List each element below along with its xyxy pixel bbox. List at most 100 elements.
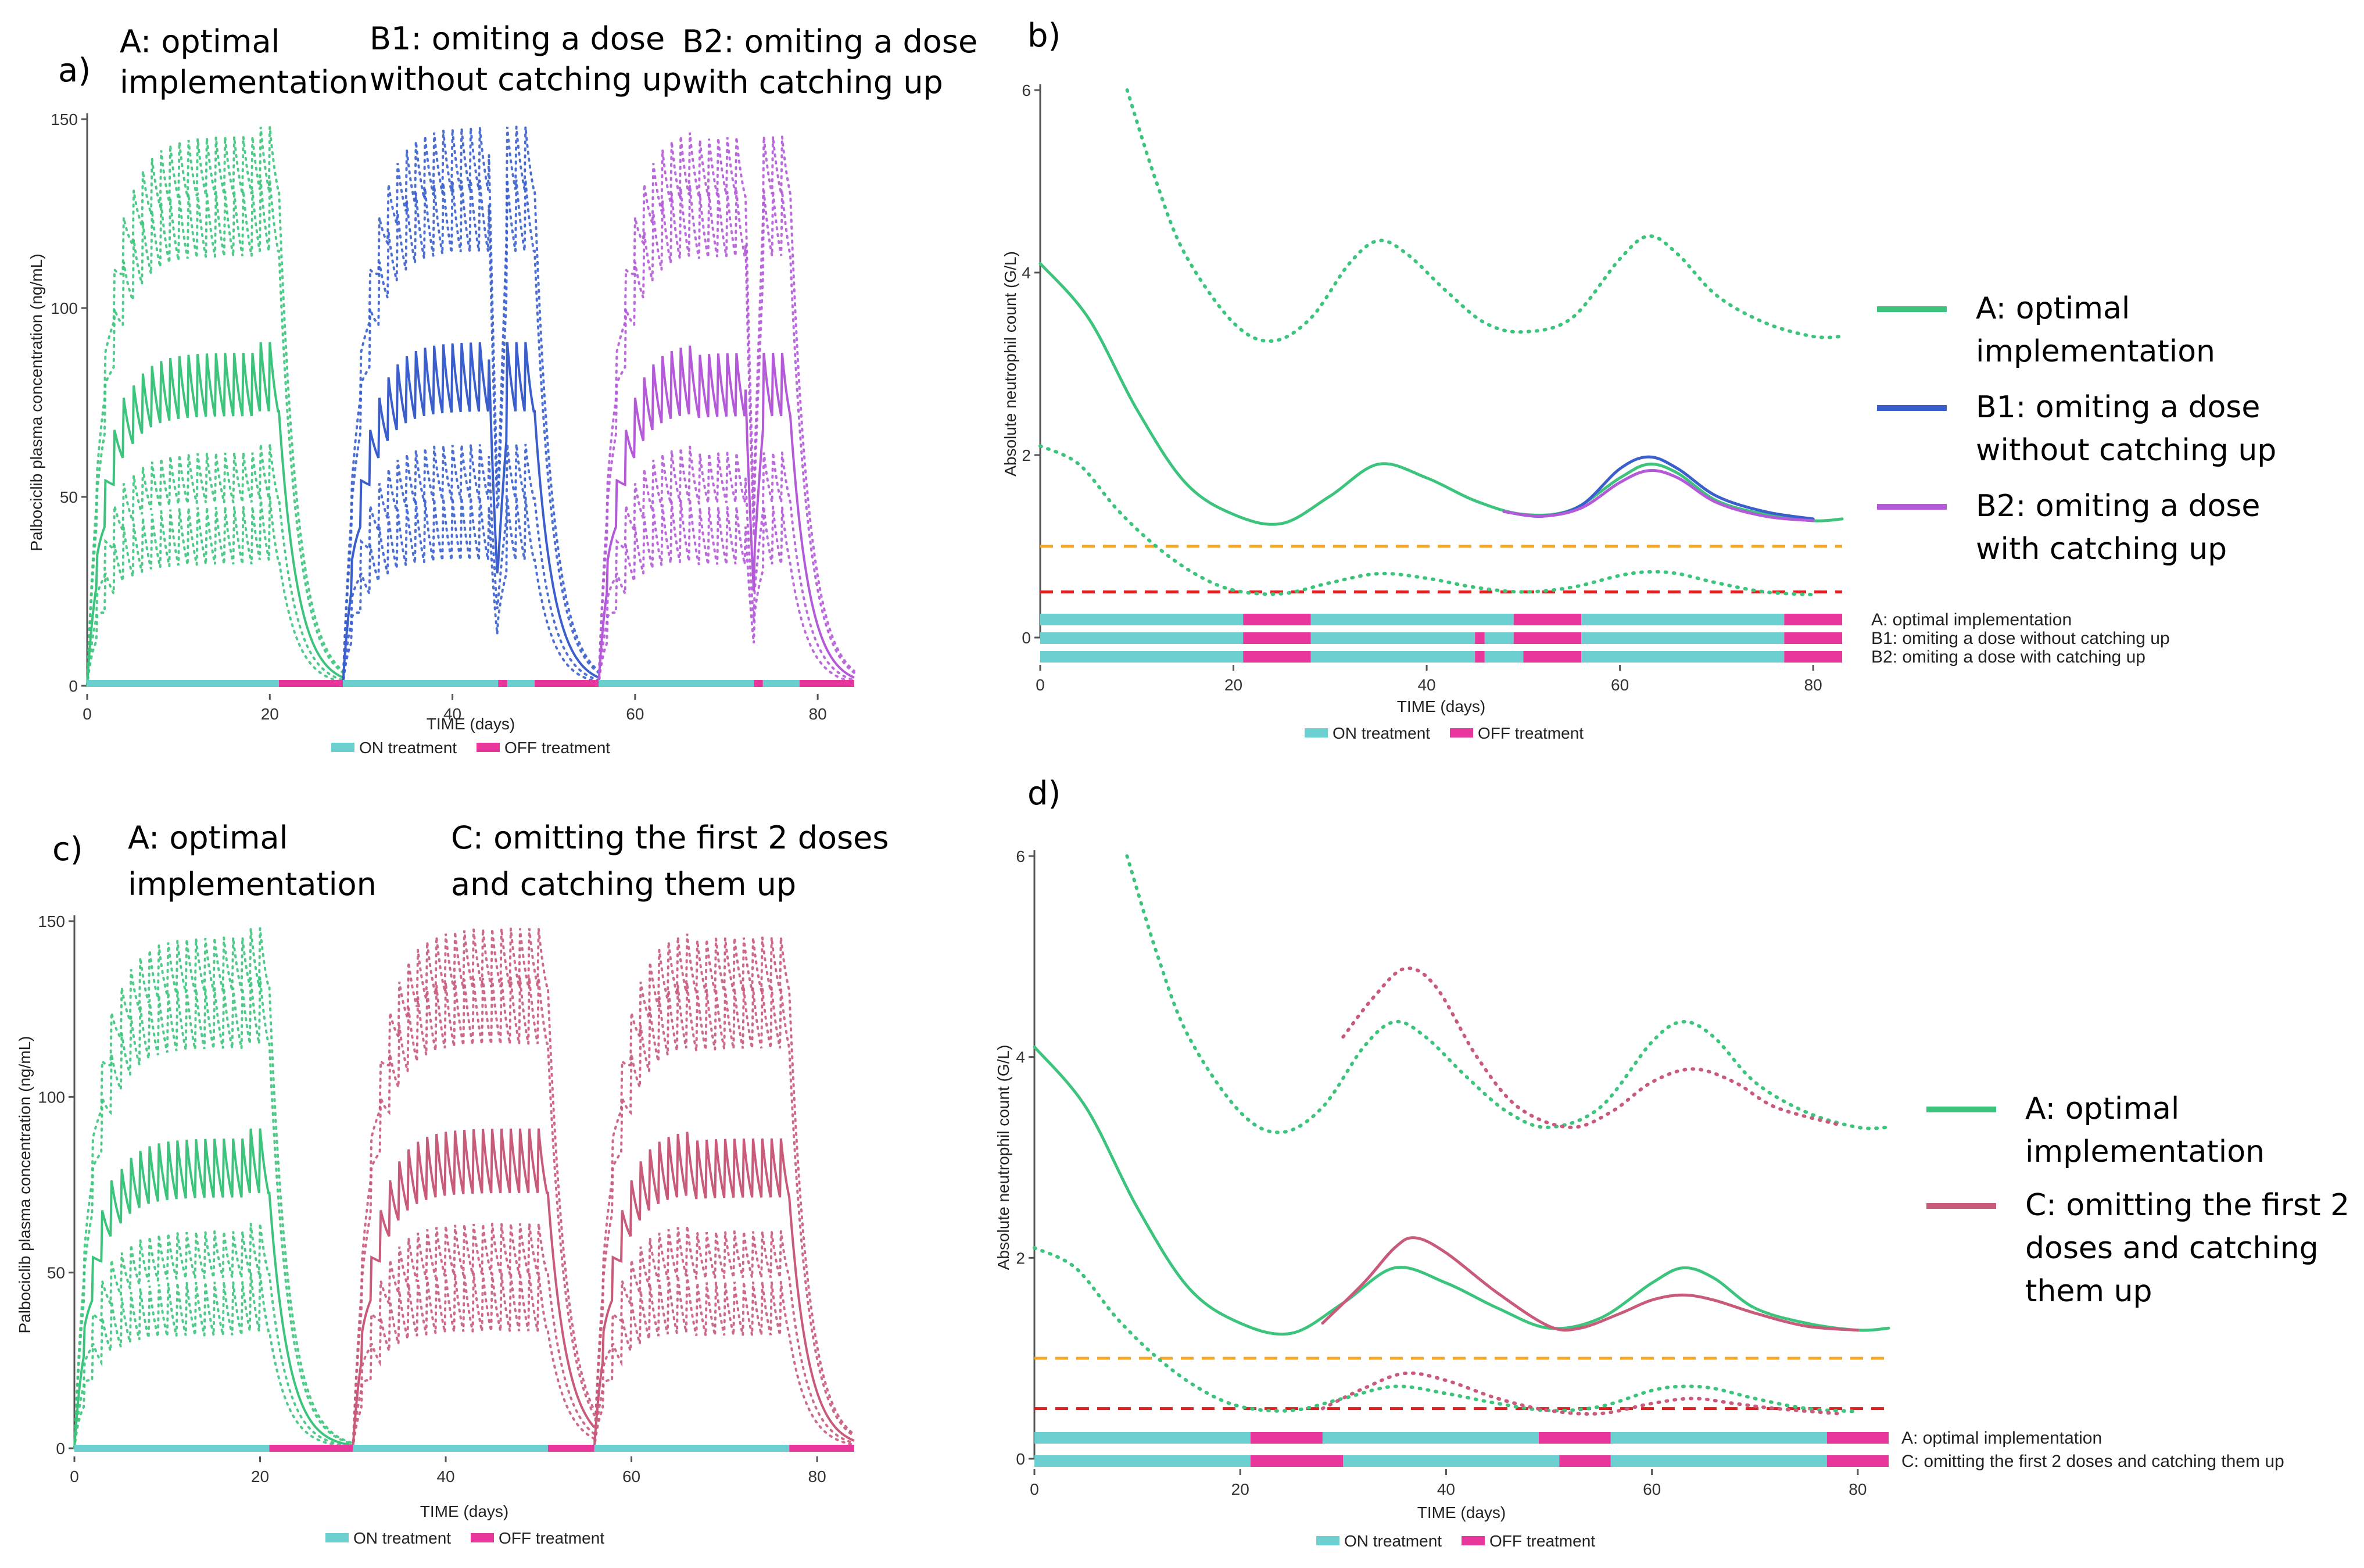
treatment-off-segment-a	[498, 680, 507, 687]
ci-line-B2	[597, 446, 855, 687]
x-axis-label-b: TIME (days)	[1397, 697, 1485, 715]
treatment-on-segment-b	[1581, 651, 1785, 663]
legend-label-B2: B2: omiting a dose	[1976, 489, 2260, 524]
y-tick-label-c: 150	[38, 912, 65, 930]
chart-c: 0 50 100 150 0 20 40 60 80 TIME (days) Palbociclib…	[16, 912, 855, 1547]
ci-line-B1	[342, 496, 600, 687]
ci-line-A	[86, 179, 344, 687]
legend-on-swatch-b	[1305, 728, 1328, 738]
treatment-off-segment-b	[1784, 632, 1842, 644]
treatment-on-segment-d	[1034, 1432, 1251, 1444]
treatment-on-segment-c	[594, 1445, 790, 1452]
legend-d: A: optimal implementation C: omitting the …	[1926, 1091, 2349, 1309]
ci-line-A	[73, 1272, 354, 1449]
legend-off-label-d: OFF treatment	[1489, 1532, 1595, 1550]
median-line-A	[1038, 262, 1844, 526]
treatment-on-segment-c	[353, 1445, 548, 1452]
treatment-on-segment-b	[1040, 614, 1244, 625]
treatment-on-segment-d	[1610, 1455, 1827, 1467]
treatment-off-segment-d	[1826, 1432, 1889, 1444]
y-tick-label-a: 100	[51, 299, 78, 317]
ci-line-B1	[342, 443, 600, 687]
treatment-on-segment-b	[1484, 651, 1524, 663]
y-tick-label-d: 4	[1016, 1048, 1025, 1066]
x-tick-label-c: 0	[70, 1467, 79, 1485]
ci-line-A	[1033, 1246, 1860, 1413]
panel-label-c: c)	[52, 830, 83, 868]
x-tick-label-d: 0	[1030, 1480, 1039, 1498]
treatment-off-segment-b	[1243, 614, 1311, 625]
legend-on-label-b: ON treatment	[1333, 724, 1430, 742]
ci-line-C	[593, 933, 855, 1449]
treatment-on-segment-a	[507, 680, 535, 687]
treatment-off-segment-b	[1784, 614, 1842, 625]
header-c-C-line1: C: omitting the first 2 doses	[451, 819, 889, 856]
panel-label-a: a)	[58, 52, 91, 90]
treatment-on-segment-b	[1040, 651, 1244, 663]
y-axis-label-d: Absolute neutrophil count (G/L)	[994, 1045, 1012, 1270]
ci-line-C	[352, 1223, 596, 1449]
legend-on-swatch-a	[331, 743, 354, 752]
ci-line-B1	[342, 179, 600, 687]
x-axis-label-d: TIME (days)	[1417, 1503, 1506, 1522]
treatment-on-segment-b	[1484, 632, 1514, 644]
treatment-bar-label-d: A: optimal implementation	[1901, 1429, 2102, 1448]
legend-label-C: them up	[2025, 1274, 2152, 1309]
x-tick-label-a: 20	[261, 705, 279, 723]
treatment-off-segment-c	[789, 1445, 854, 1452]
legend-label-A: A: optimal	[2025, 1091, 2179, 1126]
treatment-on-segment-b	[1581, 614, 1785, 625]
ci-line-A	[1125, 854, 1890, 1134]
treatment-on-segment-a	[599, 680, 754, 687]
median-line-C	[352, 1128, 596, 1449]
treatment-bar-label-d: C: omitting the first 2 doses and catchi…	[1901, 1452, 2284, 1471]
ci-line-A	[86, 443, 344, 687]
y-tick-label-a: 50	[60, 488, 78, 506]
legend-b: A: optimal implementation B1: omiting a do…	[1877, 291, 2276, 567]
legend-on-swatch-c	[325, 1533, 349, 1542]
x-tick-label-a: 60	[626, 705, 644, 723]
x-tick-label-a: 40	[443, 705, 461, 723]
ci-line-A	[86, 126, 344, 687]
header-a-B1-line1: B1: omiting a dose	[370, 20, 665, 57]
median-line-A	[1033, 1045, 1890, 1336]
median-line-C	[593, 1132, 855, 1449]
ci-line-A	[73, 928, 354, 1449]
treatment-off-segment-d	[1826, 1455, 1889, 1467]
treatment-on-segment-b	[1581, 632, 1785, 644]
legend-label-A: A: optimal	[1976, 291, 2130, 326]
panel-label-d: d)	[1027, 775, 1061, 812]
treatment-off-segment-c	[269, 1445, 353, 1452]
y-tick-label-d: 6	[1016, 847, 1025, 865]
median-line-A	[73, 1128, 353, 1449]
treatment-off-segment-d	[1250, 1432, 1323, 1444]
y-axis-label-b: Absolute neutrophil count (G/L)	[1001, 251, 1019, 477]
x-tick-label-d: 40	[1437, 1480, 1455, 1498]
treatment-on-segment-b	[1040, 632, 1244, 644]
panel-label-b: b)	[1027, 17, 1061, 55]
treatment-off-segment-b	[1513, 632, 1582, 644]
y-tick-label-b: 2	[1022, 446, 1031, 464]
y-axis-label-a: Palbociclib plasma concentration (ng/mL)	[27, 253, 45, 551]
y-tick-label-c: 50	[47, 1264, 65, 1282]
legend-on-label-a: ON treatment	[359, 739, 457, 757]
legend-off-swatch-a	[477, 743, 500, 752]
y-tick-label-b: 6	[1022, 81, 1031, 99]
ci-line-C	[593, 1225, 855, 1449]
treatment-off-segment-b	[1475, 632, 1485, 644]
x-tick-label-d: 60	[1643, 1480, 1661, 1498]
treatment-on-segment-d	[1322, 1432, 1539, 1444]
x-tick-label-d: 20	[1231, 1480, 1249, 1498]
ci-line-A	[73, 977, 354, 1449]
legend-label-B2: with catching up	[1976, 532, 2227, 567]
treatment-bar-label-b: B1: omiting a dose without catching up	[1871, 629, 2170, 648]
ci-line-B2	[597, 133, 855, 687]
header-c-C-line2: and catching them up	[451, 866, 796, 903]
header-c-A-line1: A: optimal	[128, 819, 288, 856]
x-tick-label-a: 80	[809, 705, 827, 723]
treatment-off-segment-b	[1475, 651, 1485, 663]
treatment-off-segment-b	[1243, 632, 1311, 644]
header-a-A-line1: A: optimal	[120, 23, 280, 60]
legend-label-C: C: omitting the first 2	[2025, 1188, 2349, 1223]
